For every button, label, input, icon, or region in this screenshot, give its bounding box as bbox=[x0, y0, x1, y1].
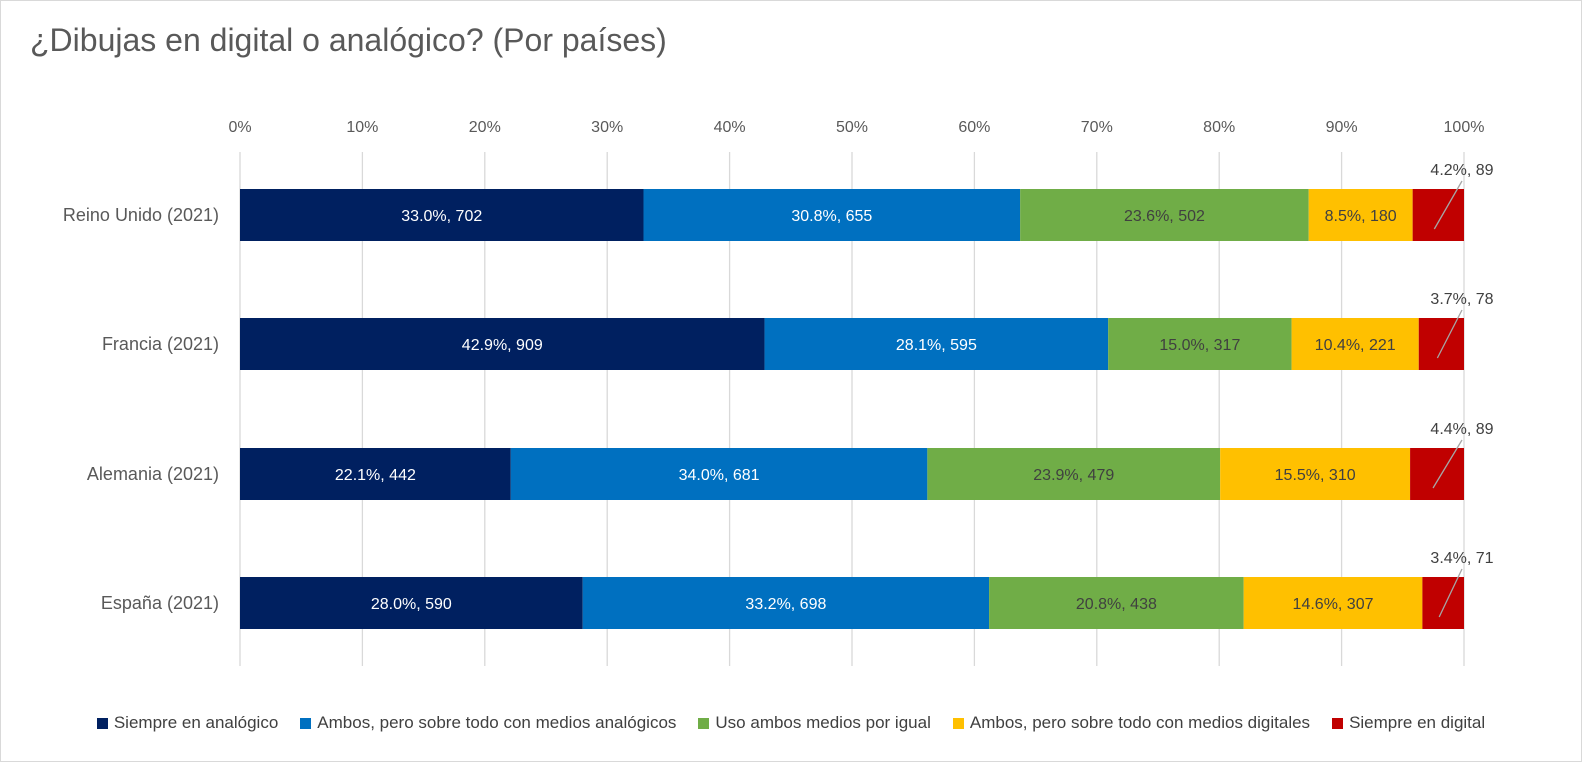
legend-swatch bbox=[96, 717, 108, 729]
chart-plot: 0% 10% 20% 30% 40% 50% 60% 70% 80% 90% 100% Reino U… bbox=[63, 119, 1494, 666]
legend-label: Ambos, pero sobre todo con medios analóg… bbox=[317, 713, 677, 732]
bar-segment bbox=[1243, 577, 1423, 629]
x-tick-label: 30% bbox=[591, 119, 623, 136]
data-label: 23.6%, 502 bbox=[1124, 208, 1205, 225]
legend-item: Ambos, pero sobre todo con medios analóg… bbox=[300, 713, 676, 733]
bar-segment bbox=[240, 189, 644, 241]
bar-segment bbox=[1020, 189, 1309, 241]
y-category-label: España (2021) bbox=[101, 593, 219, 613]
x-tick-label: 100% bbox=[1444, 119, 1485, 136]
bar-segment bbox=[510, 448, 928, 500]
data-label: 42.9%, 909 bbox=[462, 337, 543, 354]
data-label: 34.0%, 681 bbox=[679, 467, 760, 484]
data-label: 10.4%, 221 bbox=[1315, 337, 1396, 354]
data-label: 20.8%, 438 bbox=[1076, 596, 1157, 613]
x-tick-label: 60% bbox=[958, 119, 990, 136]
legend-item: Uso ambos medios por igual bbox=[698, 713, 931, 733]
bar-segment bbox=[1108, 318, 1292, 370]
legend-item: Siempre en digital bbox=[1332, 713, 1485, 733]
data-label: 33.0%, 702 bbox=[401, 208, 482, 225]
data-label: 33.2%, 698 bbox=[745, 596, 826, 613]
leader-line bbox=[1433, 180, 1463, 230]
legend-swatch bbox=[1332, 717, 1344, 729]
bar-segment bbox=[1422, 577, 1464, 629]
bar-segment bbox=[1291, 318, 1419, 370]
leader-line bbox=[1432, 439, 1463, 489]
legend-swatch bbox=[698, 717, 710, 729]
legend-label: Ambos, pero sobre todo con medios digita… bbox=[969, 713, 1311, 732]
bar-segment bbox=[1410, 448, 1464, 500]
bar-segment bbox=[1220, 448, 1411, 500]
bar-segment bbox=[240, 448, 511, 500]
bar-segment bbox=[764, 318, 1109, 370]
x-tick-label: 10% bbox=[346, 119, 378, 136]
y-category-label: Francia (2021) bbox=[102, 334, 219, 354]
leader-line bbox=[1438, 568, 1463, 618]
data-label: 28.1%, 595 bbox=[896, 337, 977, 354]
x-tick-label: 0% bbox=[228, 119, 251, 136]
bar-segment bbox=[989, 577, 1244, 629]
x-tick-label: 50% bbox=[836, 119, 868, 136]
legend-label: Siempre en digital bbox=[1349, 713, 1486, 732]
data-label: 14.6%, 307 bbox=[1293, 596, 1374, 613]
bar-segment bbox=[1308, 189, 1413, 241]
x-tick-label: 90% bbox=[1326, 119, 1358, 136]
y-category-label: Reino Unido (2021) bbox=[63, 205, 219, 225]
leader-line bbox=[1436, 309, 1463, 359]
data-label: 15.5%, 310 bbox=[1275, 467, 1356, 484]
data-label: 15.0%, 317 bbox=[1159, 337, 1240, 354]
bar-segment bbox=[582, 577, 990, 629]
legend-item: Ambos, pero sobre todo con medios digita… bbox=[952, 713, 1311, 733]
data-label: 23.9%, 479 bbox=[1033, 467, 1114, 484]
x-tick-label: 70% bbox=[1081, 119, 1113, 136]
data-label: 22.1%, 442 bbox=[335, 467, 416, 484]
chart-legend: Siempre en analógico Ambos, pero sobre to… bbox=[0, 713, 1582, 733]
legend-item: Siempre en analógico bbox=[96, 713, 279, 733]
bar-segment bbox=[927, 448, 1221, 500]
bar-segment bbox=[240, 318, 765, 370]
x-tick-label: 40% bbox=[714, 119, 746, 136]
legend-label: Uso ambos medios por igual bbox=[715, 713, 931, 732]
data-label: 4.4%, 89 bbox=[1430, 421, 1493, 438]
data-label: 8.5%, 180 bbox=[1325, 208, 1397, 225]
bar-segment bbox=[1412, 189, 1464, 241]
bar-segment bbox=[1418, 318, 1464, 370]
bar-segment bbox=[643, 189, 1021, 241]
y-category-label: Alemania (2021) bbox=[87, 464, 219, 484]
data-label: 30.8%, 655 bbox=[791, 208, 872, 225]
legend-label: Siempre en analógico bbox=[113, 713, 279, 732]
data-label: 4.2%, 89 bbox=[1430, 162, 1493, 179]
legend-swatch bbox=[300, 717, 312, 729]
x-tick-label: 80% bbox=[1203, 119, 1235, 136]
data-label: 3.4%, 71 bbox=[1430, 550, 1493, 567]
chart-title: ¿Dibujas en digital o analógico? (Por pa… bbox=[30, 22, 667, 58]
legend-swatch bbox=[952, 717, 964, 729]
data-label: 3.7%, 78 bbox=[1430, 291, 1493, 308]
data-label: 28.0%, 590 bbox=[371, 596, 452, 613]
x-tick-label: 20% bbox=[469, 119, 501, 136]
bar-segment bbox=[240, 577, 583, 629]
